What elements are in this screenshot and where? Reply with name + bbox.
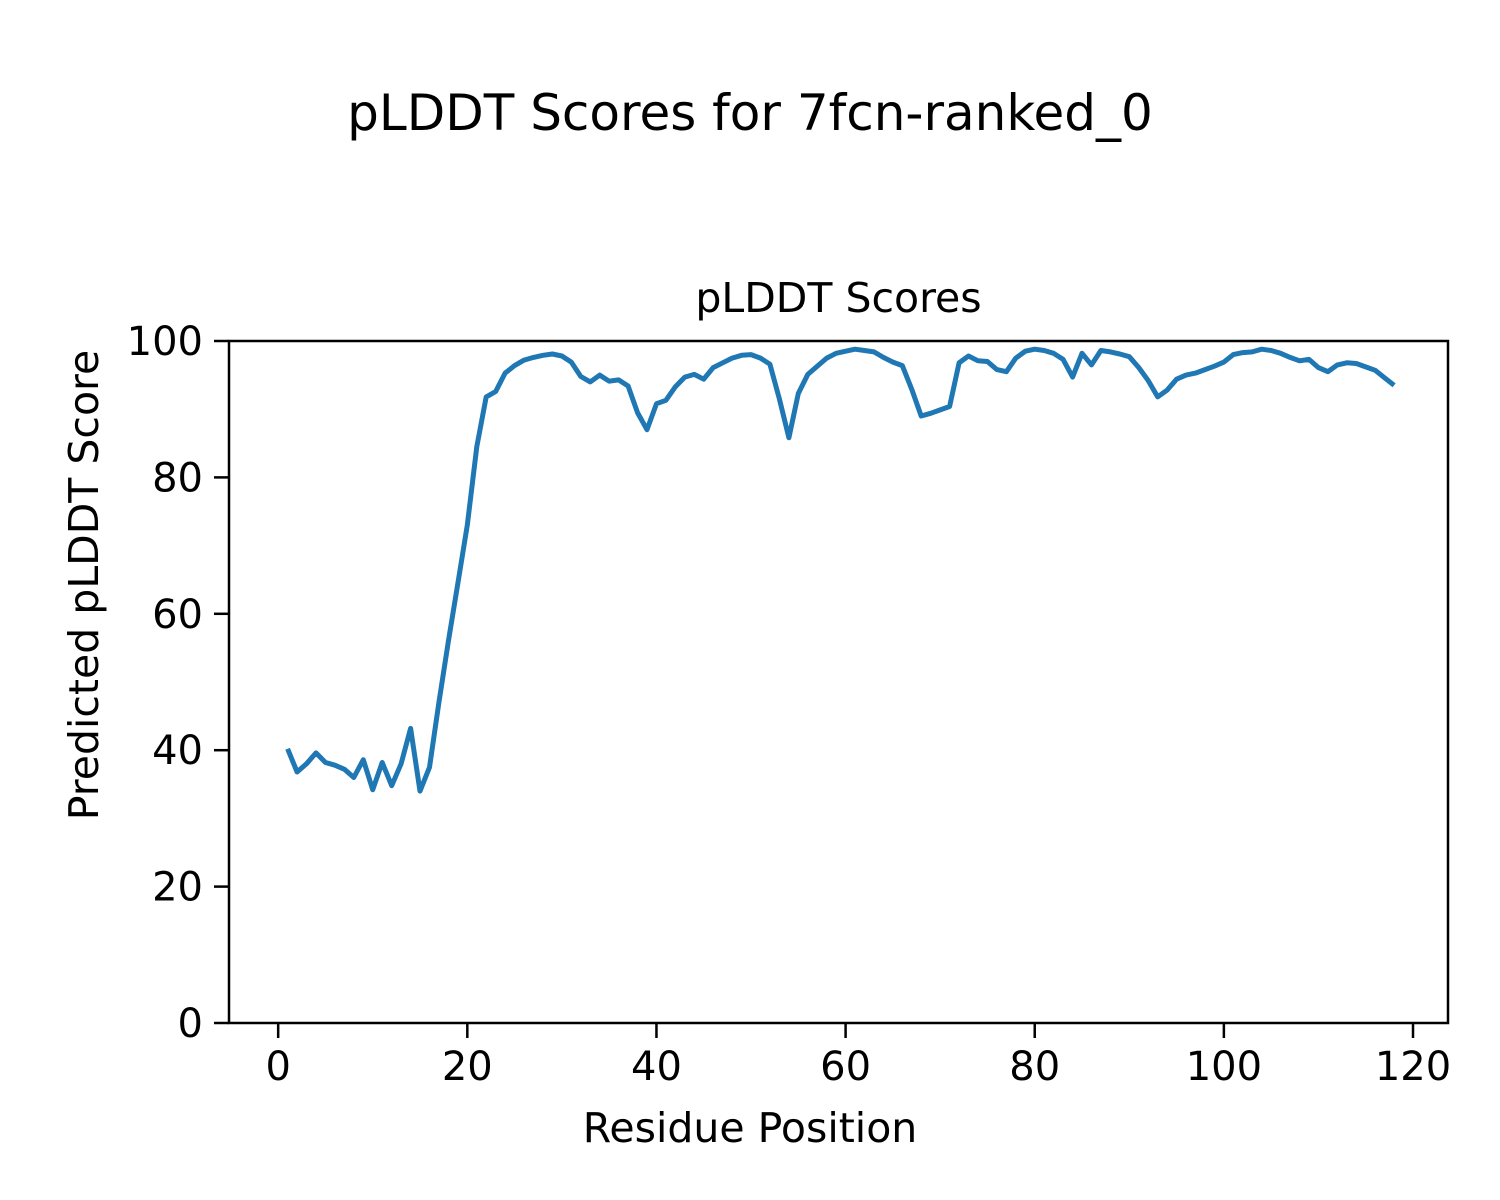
plddt-line	[285, 346, 1396, 794]
y-tick-label: 80	[152, 455, 203, 501]
x-tick-label: 20	[442, 1044, 493, 1090]
x-tick-label: 40	[631, 1044, 682, 1090]
axes-spines	[227, 339, 1450, 1025]
axes-title: pLDDT Scores	[695, 274, 982, 322]
y-tick-label: 40	[152, 728, 203, 774]
figure-suptitle: pLDDT Scores for 7fcn-ranked_0	[347, 84, 1153, 142]
y-tick-label: 0	[178, 1001, 203, 1047]
x-tick-label: 120	[1375, 1044, 1451, 1090]
x-tick-label: 0	[265, 1044, 290, 1090]
x-tick-label: 100	[1186, 1044, 1262, 1090]
x-tick-label: 80	[1009, 1044, 1060, 1090]
x-axis-label: Residue Position	[582, 1104, 918, 1152]
y-tick-label: 20	[152, 865, 203, 911]
y-tick-label: 100	[127, 319, 203, 365]
y-tick-label: 60	[152, 592, 203, 638]
x-tick-label: 60	[820, 1044, 871, 1090]
